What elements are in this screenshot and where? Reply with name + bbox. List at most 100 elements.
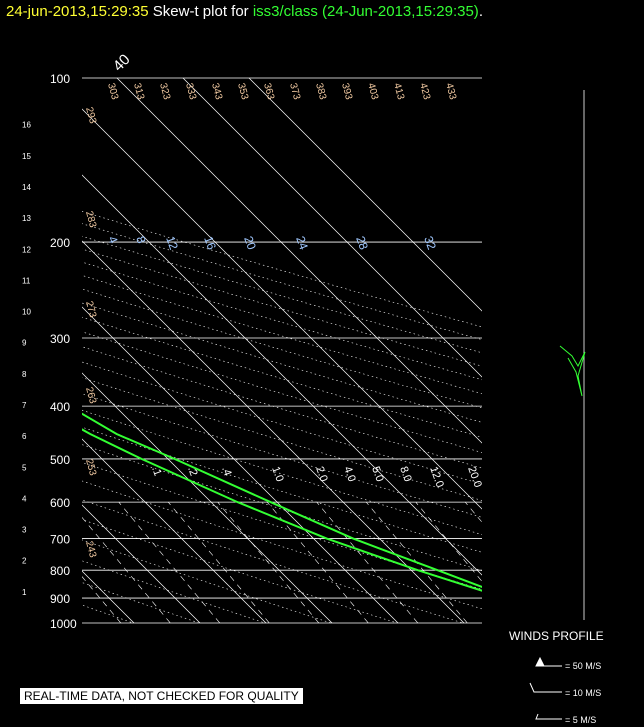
- isotherm-line: [82, 240, 465, 623]
- mixing-ratio-label: .4: [219, 465, 233, 478]
- wind-barb-50-icon: [535, 656, 562, 667]
- title-station: iss3/class (24-Jun-2013,15:29:35): [252, 3, 479, 20]
- theta-label: 273: [83, 300, 98, 319]
- mixing-ratio-label: 20: [241, 234, 259, 252]
- mixing-ratio-line: [82, 576, 122, 623]
- isotherm-line: [82, 306, 399, 623]
- theta-label: 343: [209, 82, 224, 101]
- mixing-ratio-label: 4: [105, 234, 121, 245]
- sounding-profiles: [82, 412, 482, 592]
- mixing-ratio-label: 4.0: [341, 465, 358, 483]
- mixing-ratio-label: 2.0: [313, 465, 330, 483]
- isotherm-line: [82, 174, 482, 576]
- mixing-ratio-line: [118, 501, 221, 623]
- dry-adiabat-lines: [82, 211, 482, 623]
- pressure-tick-label: 500: [50, 453, 70, 467]
- height-tick-label: 15: [22, 152, 31, 161]
- dry-adiabat-line: [82, 426, 482, 553]
- theta-label: 303: [105, 82, 120, 101]
- mixing-ratio-line: [515, 502, 616, 623]
- height-tick-label: 6: [22, 432, 27, 441]
- isotherm-label: 40: [110, 51, 134, 75]
- mixing-ratio-line: [316, 501, 419, 623]
- mixing-ratio-line: [217, 501, 320, 623]
- height-tick-label: 5: [22, 463, 27, 472]
- pressure-tick-label: 100: [50, 72, 70, 86]
- wind-barb-5-icon: [535, 713, 562, 720]
- isotherm-lines: [0, 78, 482, 623]
- height-tick-label: 16: [22, 121, 31, 130]
- dry-adiabat-line: [82, 582, 200, 623]
- height-tick-label: 10: [22, 308, 31, 317]
- height-tick-label: 13: [22, 214, 31, 223]
- height-tick-label: 2: [22, 557, 27, 566]
- theta-label: 293: [83, 106, 98, 125]
- theta-label: 423: [417, 82, 432, 101]
- wind-key-50: = 50 M/S: [565, 661, 602, 671]
- mixing-ratio-label: 1.0: [269, 465, 286, 483]
- theta-label: 323: [157, 82, 172, 101]
- theta-label: 243: [83, 540, 98, 559]
- isotherm-line: [82, 372, 333, 623]
- height-tick-label: 9: [22, 339, 27, 348]
- pressure-tick-label: 600: [50, 496, 70, 510]
- dry-adiabat-line: [82, 444, 482, 571]
- theta-label: 333: [183, 82, 198, 101]
- dry-adiabat-line: [82, 223, 482, 341]
- mixing-ratio-line: [464, 501, 482, 523]
- mixing-ratio-label: 8: [133, 234, 149, 245]
- dry-adiabat-line: [82, 361, 482, 485]
- theta-label: 433: [443, 82, 458, 101]
- theta-label: 403: [365, 82, 380, 101]
- theta-label: 253: [83, 458, 98, 477]
- isotherm-line: [82, 504, 201, 623]
- dry-adiabat-line: [82, 211, 482, 328]
- mixing-ratio-label: 16: [201, 234, 219, 252]
- dry-adiabat-line: [82, 346, 482, 469]
- winds-profile-panel: [529, 90, 586, 720]
- mixing-ratio-label: 24: [293, 234, 311, 252]
- isotherm-line: [116, 78, 482, 444]
- dewpoint-profile: [82, 428, 482, 592]
- theta-label: 363: [261, 82, 276, 101]
- theta-label: 413: [391, 82, 406, 101]
- pressure-tick-label: 700: [50, 533, 70, 547]
- mixing-ratio-line: [266, 501, 369, 623]
- pressure-tick-label: 400: [50, 400, 70, 414]
- height-tick-label: 12: [22, 245, 31, 254]
- dry-adiabat-line: [82, 316, 482, 438]
- isobar-lines: [82, 77, 482, 624]
- theta-label: 283: [83, 210, 98, 229]
- dry-adiabat-line: [82, 393, 482, 518]
- dry-adiabat-line: [82, 288, 482, 409]
- mixing-ratio-line: [415, 501, 482, 582]
- theta-label: 373: [287, 82, 302, 101]
- pressure-tick-label: 900: [50, 592, 70, 606]
- dry-adiabat-line: [82, 235, 482, 354]
- dry-adiabat-line: [82, 331, 482, 453]
- title-dot: .: [478, 3, 483, 20]
- mixing-ratio-label: 28: [353, 234, 371, 252]
- pressure-tick-label: 300: [50, 332, 70, 346]
- theta-label: 383: [313, 82, 328, 101]
- mixing-ratio-label: 5.0: [369, 465, 386, 483]
- mixing-ratio-line: [167, 501, 270, 623]
- pressure-tick-label: 200: [50, 236, 70, 250]
- isotherm-line: [82, 438, 267, 623]
- dry-adiabat-line: [82, 560, 266, 623]
- isotherm-line: [0, 78, 2, 623]
- mixing-ratio-label: 20.0: [465, 465, 484, 489]
- chart-title: 24-jun-2013,15:29:35 Skew-t plot for iss…: [6, 3, 483, 20]
- theta-label: 393: [339, 82, 354, 101]
- height-tick-label: 11: [22, 276, 31, 285]
- dry-adiabat-line: [82, 261, 482, 381]
- wind-key-5: = 5 M/S: [565, 715, 597, 725]
- dry-adiabat-line: [82, 539, 332, 623]
- isotherm-line: [182, 78, 482, 378]
- dry-adiabat-line: [82, 248, 482, 367]
- height-tick-label: 4: [22, 494, 27, 503]
- theta-label: 263: [83, 386, 98, 405]
- quality-notice: REAL-TIME DATA, NOT CHECKED FOR QUALITY: [20, 688, 303, 704]
- mixing-ratio-lines: [82, 501, 616, 623]
- dry-adiabat-line: [82, 409, 482, 535]
